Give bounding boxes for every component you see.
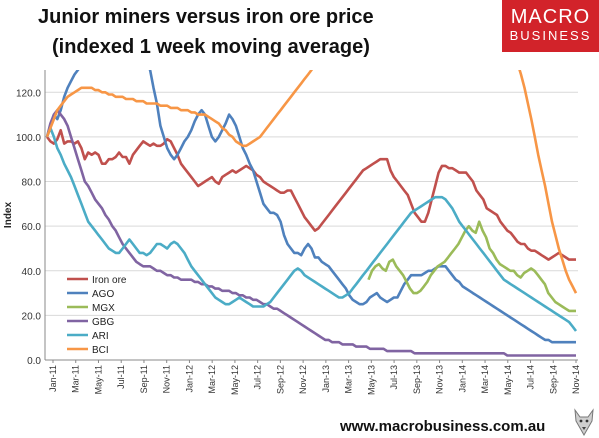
x-tick-label: Sep-14 bbox=[548, 365, 558, 394]
y-tick-label: 40.0 bbox=[22, 267, 42, 278]
x-tick-label: Sep-13 bbox=[412, 365, 422, 394]
series-line-bci bbox=[45, 70, 578, 294]
chart-title: Junior miners versus iron ore price bbox=[38, 6, 374, 28]
y-tick-label: 80.0 bbox=[22, 178, 42, 189]
legend-label: AGO bbox=[92, 289, 114, 300]
x-tick-label: Jul-11 bbox=[116, 365, 126, 389]
series-line-iron-ore bbox=[45, 128, 576, 261]
logo-line-1: MACRO bbox=[510, 6, 591, 28]
x-tick-label: May-11 bbox=[93, 365, 103, 394]
x-tick-label: Mar-11 bbox=[71, 365, 81, 393]
y-tick-label: 20.0 bbox=[22, 311, 42, 322]
legend-label: GBG bbox=[92, 317, 114, 328]
y-tick-label: 120.0 bbox=[16, 88, 41, 99]
y-axis-label: Index bbox=[3, 202, 14, 229]
y-tick-label: 100.0 bbox=[16, 133, 41, 144]
y-tick-label: 60.0 bbox=[22, 222, 42, 233]
y-tick-label: 0.0 bbox=[27, 356, 41, 367]
x-tick-label: May-13 bbox=[366, 365, 376, 395]
footer-url: www.macrobusiness.com.au bbox=[340, 418, 546, 435]
x-tick-label: May-14 bbox=[503, 365, 513, 395]
legend-label: MGX bbox=[92, 303, 115, 314]
x-tick-label: Jan-13 bbox=[321, 365, 331, 393]
x-tick-label: Jul-14 bbox=[526, 365, 536, 390]
wolf-logo-icon bbox=[574, 408, 594, 436]
chart-subtitle: (indexed 1 week moving average) bbox=[52, 36, 370, 58]
x-tick-label: Nov-13 bbox=[435, 365, 445, 394]
legend-label: Iron ore bbox=[92, 275, 127, 286]
x-tick-label: Nov-14 bbox=[571, 365, 581, 394]
x-tick-label: Jul-12 bbox=[253, 365, 263, 390]
macrobusiness-logo: MACRO BUSINESS bbox=[502, 0, 599, 52]
series-line-gbg bbox=[45, 108, 576, 357]
x-tick-label: Jan-12 bbox=[184, 365, 194, 393]
series-line-ari bbox=[45, 126, 578, 332]
logo-line-2: BUSINESS bbox=[509, 28, 592, 43]
x-tick-label: Nov-11 bbox=[162, 365, 172, 393]
legend-label: BCI bbox=[92, 345, 109, 356]
x-tick-label: Jul-13 bbox=[389, 365, 399, 390]
series-line-mgx bbox=[367, 220, 576, 313]
x-tick-label: Mar-12 bbox=[207, 365, 217, 394]
x-tick-label: Nov-12 bbox=[298, 365, 308, 394]
x-tick-label: Jan-14 bbox=[457, 365, 467, 393]
x-tick-label: Mar-14 bbox=[480, 365, 490, 394]
x-tick-label: Sep-11 bbox=[139, 365, 149, 393]
legend-label: ARI bbox=[92, 331, 109, 342]
series-line-ago bbox=[45, 70, 576, 344]
x-tick-label: Mar-13 bbox=[344, 365, 354, 394]
x-tick-label: May-12 bbox=[230, 365, 240, 395]
x-tick-label: Sep-12 bbox=[275, 365, 285, 394]
x-tick-label: Jan-11 bbox=[48, 365, 58, 392]
